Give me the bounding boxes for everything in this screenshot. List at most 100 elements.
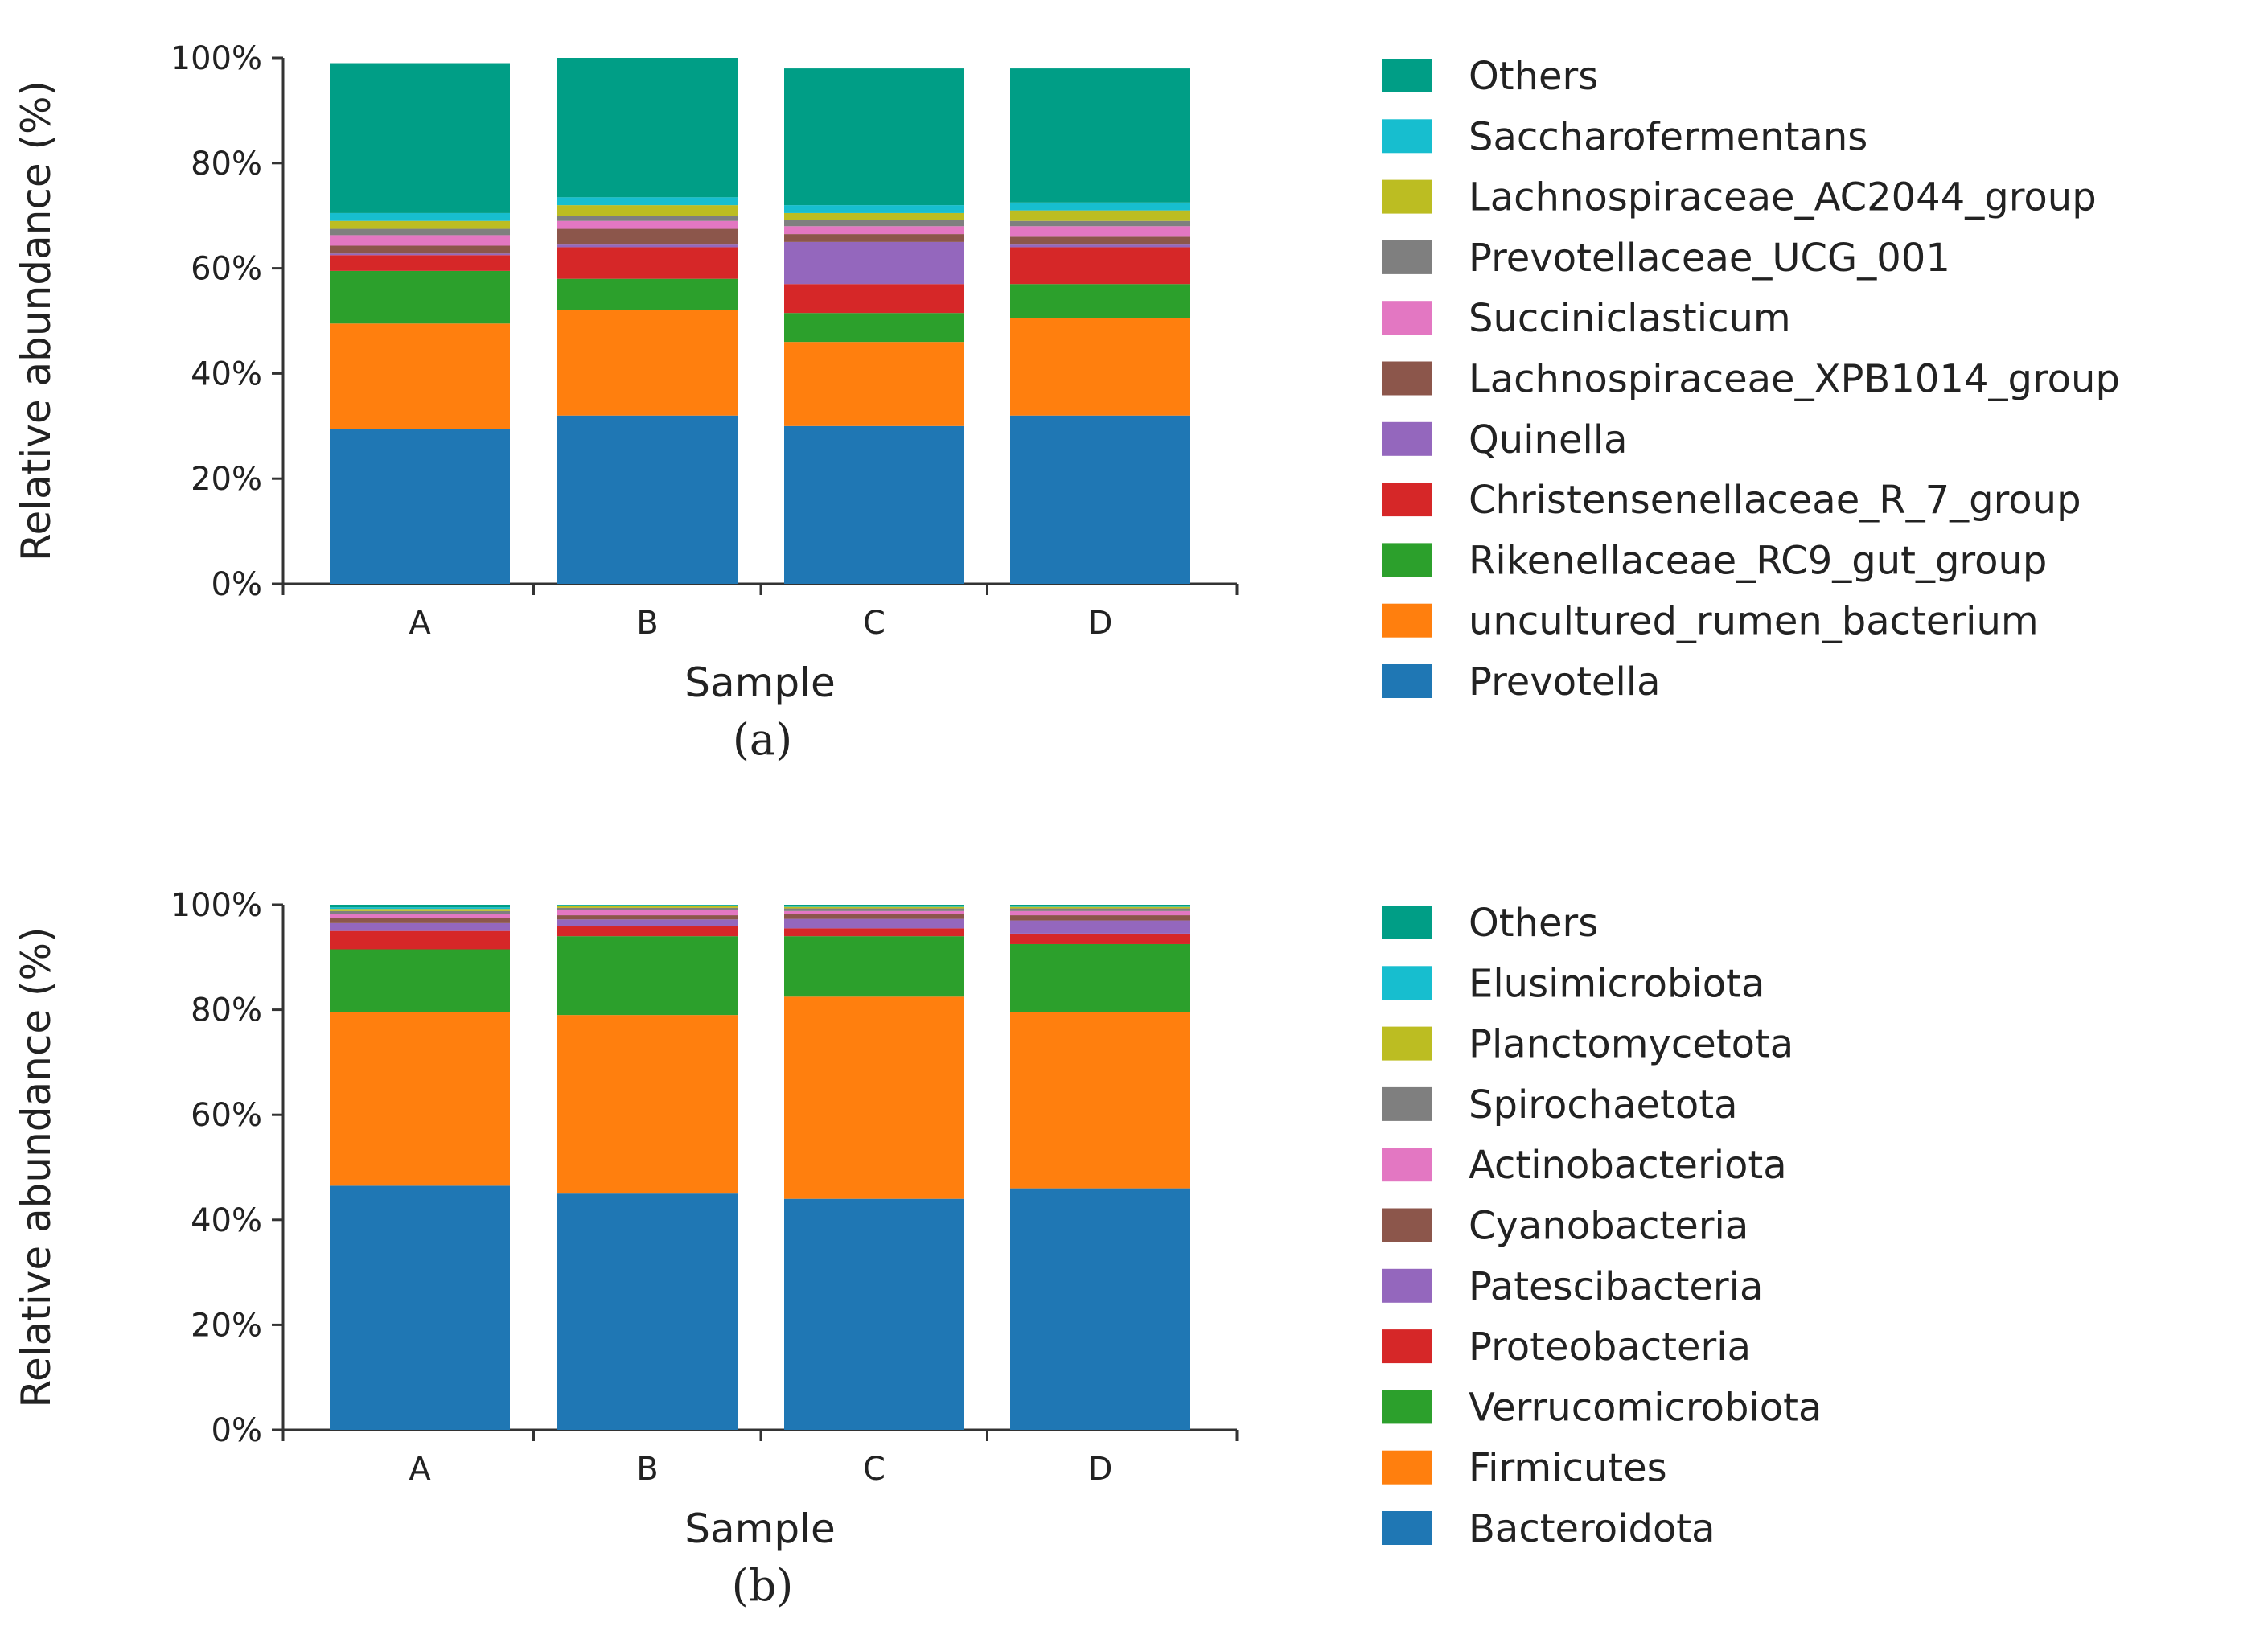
bar-C-Others (784, 68, 964, 206)
bar-B-Firmicutes (557, 1015, 738, 1194)
legend-swatch (1382, 421, 1432, 456)
legend-label: Verrucomicrobiota (1469, 1385, 1822, 1430)
bar-D-Actinobacteriota (1010, 910, 1190, 916)
x-tick-label: C (863, 605, 885, 642)
legend-swatch (1382, 59, 1432, 92)
bar-D-Verrucomicrobiota (1010, 943, 1190, 1012)
legend: Others Saccharofermentans Lachnospiraceae_… (1382, 54, 2120, 704)
bar-A-Firmicutes (330, 1012, 510, 1186)
bar-C-Planctomycetota (784, 906, 964, 909)
bar-C-Bacteroidota (784, 1198, 964, 1430)
legend-label: uncultured_rumen_bacterium (1469, 599, 2039, 644)
legend-swatch (1382, 119, 1432, 154)
x-tick-label: D (1088, 605, 1113, 642)
bar-A-Christensenellaceae_R_7_group (330, 255, 510, 271)
legend-swatch (1382, 603, 1432, 638)
legend-label: Succiniclasticum (1469, 296, 1791, 341)
bar-B-Cyanobacteria (557, 915, 738, 920)
legend-label: Saccharofermentans (1469, 114, 1867, 159)
bar-A-Actinobacteriota (330, 914, 510, 918)
legend-swatch (1382, 483, 1432, 517)
legend-swatch (1382, 1450, 1432, 1485)
bar-D-Others (1010, 68, 1190, 203)
bar-A-Planctomycetota (330, 909, 510, 911)
bar-D-Prevotella (1010, 415, 1190, 584)
legend-label: Rikenellaceae_RC9_gut_group (1469, 538, 2047, 583)
bar-A-Others (330, 63, 510, 213)
bar-C-Others (784, 905, 964, 906)
bar-B-Others (557, 58, 738, 198)
y-tick-label: 20% (191, 461, 262, 498)
bar-D-Prevotellaceae_UCG_001 (1010, 220, 1190, 227)
legend-swatch (1382, 966, 1432, 1000)
legend-swatch (1382, 1148, 1432, 1182)
bar-B-Patescibacteria (557, 919, 738, 926)
bar-B-Lachnospiraceae_XPB1014_group (557, 228, 738, 245)
bar-A-Prevotellaceae_UCG_001 (330, 228, 510, 236)
bar-C-uncultured_rumen_bacterium (784, 342, 964, 426)
legend-label: Lachnospiraceae_AC2044_group (1469, 175, 2097, 220)
bar-D-Spirochaetota (1010, 908, 1190, 911)
legend-label: Bacteroidota (1469, 1506, 1715, 1551)
bar-D-Planctomycetota (1010, 906, 1190, 909)
legend-swatch (1382, 301, 1432, 335)
bar-B-Prevotellaceae_UCG_001 (557, 216, 738, 221)
legend-swatch (1382, 361, 1432, 396)
y-tick-label: 100% (171, 887, 262, 924)
bar-D-Christensenellaceae_R_7_group (1010, 247, 1190, 285)
bar-B-Bacteroidota (557, 1193, 738, 1430)
legend-label: Christensenellaceae_R_7_group (1469, 478, 2081, 523)
bar-D-Succiniclasticum (1010, 226, 1190, 237)
legend-label: Planctomycetota (1469, 1022, 1793, 1067)
bar-A-Others (330, 905, 510, 908)
bar-B-Verrucomicrobiota (557, 936, 738, 1016)
bar-B-Planctomycetota (557, 906, 738, 908)
bar-D-Lachnospiraceae_AC2044_group (1010, 210, 1190, 221)
legend-swatch (1382, 1208, 1432, 1242)
bar-C-Patescibacteria (784, 918, 964, 929)
bar-B-Spirochaetota (557, 907, 738, 910)
legend-swatch (1382, 1268, 1432, 1303)
y-tick-label: 0% (212, 1412, 262, 1449)
bar-D-Saccharofermentans (1010, 202, 1190, 211)
y-tick-label: 80% (191, 992, 262, 1029)
x-tick-label: B (636, 1451, 658, 1488)
bar-C-Quinella (784, 241, 964, 285)
panel-caption: (a) (733, 714, 792, 765)
bar-C-Christensenellaceae_R_7_group (784, 284, 964, 314)
y-tick-label: 40% (191, 1202, 262, 1239)
bar-D-Rikenellaceae_RC9_gut_group (1010, 284, 1190, 318)
x-axis-label: Sample (684, 1505, 835, 1552)
legend-label: Lachnospiraceae_XPB1014_group (1469, 357, 2120, 402)
bar-C-Actinobacteriota (784, 910, 964, 914)
legend: Others Elusimicrobiota Planctomycetota Spir… (1382, 901, 1822, 1551)
bar-D-uncultured_rumen_bacterium (1010, 318, 1190, 416)
bar-D-Proteobacteria (1010, 933, 1190, 944)
bar-A-Bacteroidota (330, 1185, 510, 1430)
bar-A-Elusimicrobiota (330, 907, 510, 910)
legend-label: Others (1469, 54, 1598, 99)
x-tick-label: B (636, 605, 658, 642)
bar-C-Saccharofermentans (784, 205, 964, 213)
bar-A-Proteobacteria (330, 930, 510, 950)
legend-swatch (1382, 543, 1432, 577)
legend-swatch (1382, 1086, 1432, 1121)
bar-A-Patescibacteria (330, 922, 510, 931)
x-tick-label: D (1088, 1451, 1113, 1488)
y-tick-label: 100% (171, 40, 262, 77)
x-axis-label: Sample (684, 659, 835, 706)
legend-swatch (1382, 240, 1432, 274)
bar-B-Succiniclasticum (557, 220, 738, 229)
bar-C-Proteobacteria (784, 928, 964, 937)
legend-label: Spirochaetota (1469, 1082, 1738, 1127)
bar-A-Rikenellaceae_RC9_gut_group (330, 270, 510, 324)
bar-B-Saccharofermentans (557, 197, 738, 206)
y-tick-label: 60% (191, 251, 262, 288)
bar-A-Succiniclasticum (330, 235, 510, 246)
y-tick-label: 0% (212, 566, 262, 603)
bar-A-Verrucomicrobiota (330, 949, 510, 1012)
legend-label: Prevotella (1469, 659, 1661, 704)
legend-swatch (1382, 906, 1432, 939)
legend-label: Proteobacteria (1469, 1325, 1751, 1370)
